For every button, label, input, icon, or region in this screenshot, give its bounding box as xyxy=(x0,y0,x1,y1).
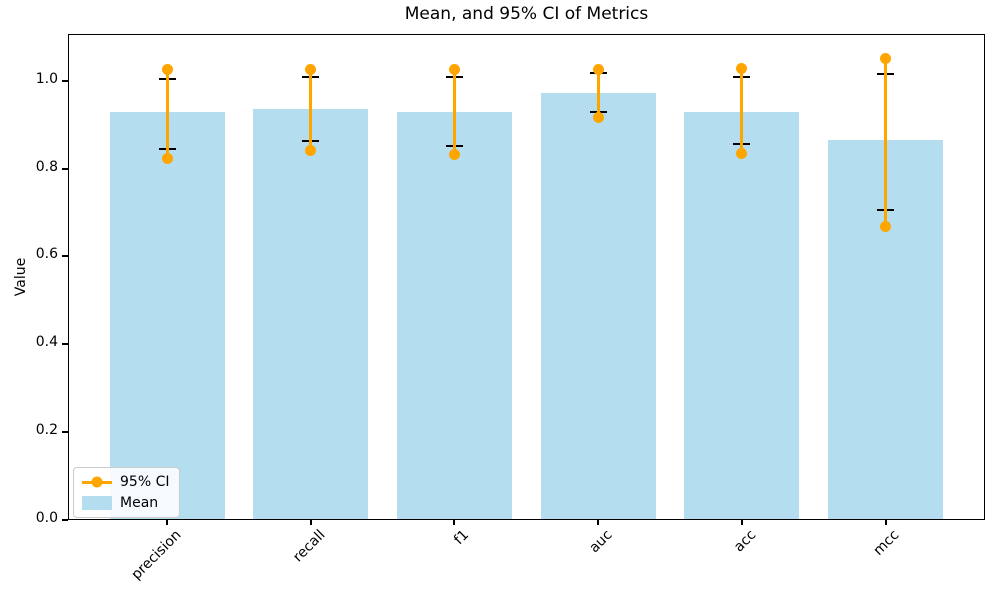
ci-dot-low-f1 xyxy=(448,149,460,161)
mean-patch-icon xyxy=(82,496,112,510)
y-tick-label-0.2: 0.2 xyxy=(35,422,58,439)
ci-dot-low-mcc xyxy=(880,220,891,232)
ci-dot-icon xyxy=(91,476,103,488)
ci-line-acc xyxy=(740,68,744,154)
bar-acc xyxy=(684,111,800,520)
y-tick-mark-0.4 xyxy=(62,343,68,346)
x-tick-label-precision: precision xyxy=(128,527,185,583)
bar-precision xyxy=(109,111,225,520)
y-tick-mark-0.6 xyxy=(62,255,68,258)
ci-dot-low-auc xyxy=(592,112,604,124)
legend-item-ci: 95% CI xyxy=(82,474,169,490)
y-tick-label-1.0: 1.0 xyxy=(35,70,58,87)
x-tick-mark-acc xyxy=(740,520,743,525)
y-tick-mark-1.0 xyxy=(62,79,68,82)
bar-f1 xyxy=(396,111,512,520)
ci-dot-high-acc xyxy=(736,63,748,75)
ci-dot-low-precision xyxy=(161,152,173,164)
x-tick-label-auc: auc xyxy=(586,527,616,557)
legend-label-mean: Mean xyxy=(120,495,159,511)
x-tick-mark-mcc xyxy=(884,520,887,525)
bar-recall xyxy=(253,109,369,520)
ci-line-mcc xyxy=(884,58,887,227)
legend: 95% CI Mean xyxy=(73,467,181,518)
y-tick-label-0.6: 0.6 xyxy=(35,246,58,263)
bar-auc xyxy=(540,92,656,520)
ci-dot-high-recall xyxy=(305,63,317,75)
y-tick-mark-0.0 xyxy=(62,519,68,521)
y-axis-label: Value xyxy=(13,257,29,297)
x-tick-mark-precision xyxy=(166,520,168,525)
ci-line-recall xyxy=(309,69,313,151)
ci-dot-high-precision xyxy=(161,63,173,75)
x-tick-mark-auc xyxy=(597,520,600,525)
ci-dot-high-mcc xyxy=(880,52,891,64)
x-tick-label-acc: acc xyxy=(730,527,760,556)
y-tick-label-0.0: 0.0 xyxy=(35,510,58,526)
x-tick-label-recall: recall xyxy=(289,527,329,566)
x-tick-mark-f1 xyxy=(453,520,456,525)
ci-line-f1 xyxy=(452,69,456,155)
y-tick-mark-0.8 xyxy=(62,167,68,170)
ci-line-precision xyxy=(165,69,169,159)
ci-dot-low-recall xyxy=(305,144,317,156)
legend-label-ci: 95% CI xyxy=(120,474,170,490)
ci-line-icon xyxy=(82,476,112,488)
x-tick-label-f1: f1 xyxy=(450,527,472,549)
y-tick-label-0.8: 0.8 xyxy=(35,158,58,175)
x-tick-mark-recall xyxy=(309,520,312,525)
chart-title: Mean, and 95% CI of Metrics xyxy=(404,4,649,24)
x-tick-label-mcc: mcc xyxy=(870,527,903,559)
ci-line-auc xyxy=(596,69,600,118)
ci-dot-low-acc xyxy=(736,148,748,160)
legend-item-mean: Mean xyxy=(82,495,169,511)
y-tick-label-0.4: 0.4 xyxy=(35,334,58,351)
y-tick-mark-0.2 xyxy=(62,431,68,434)
ci-dot-high-f1 xyxy=(448,63,460,75)
ci-dot-high-auc xyxy=(592,63,604,75)
